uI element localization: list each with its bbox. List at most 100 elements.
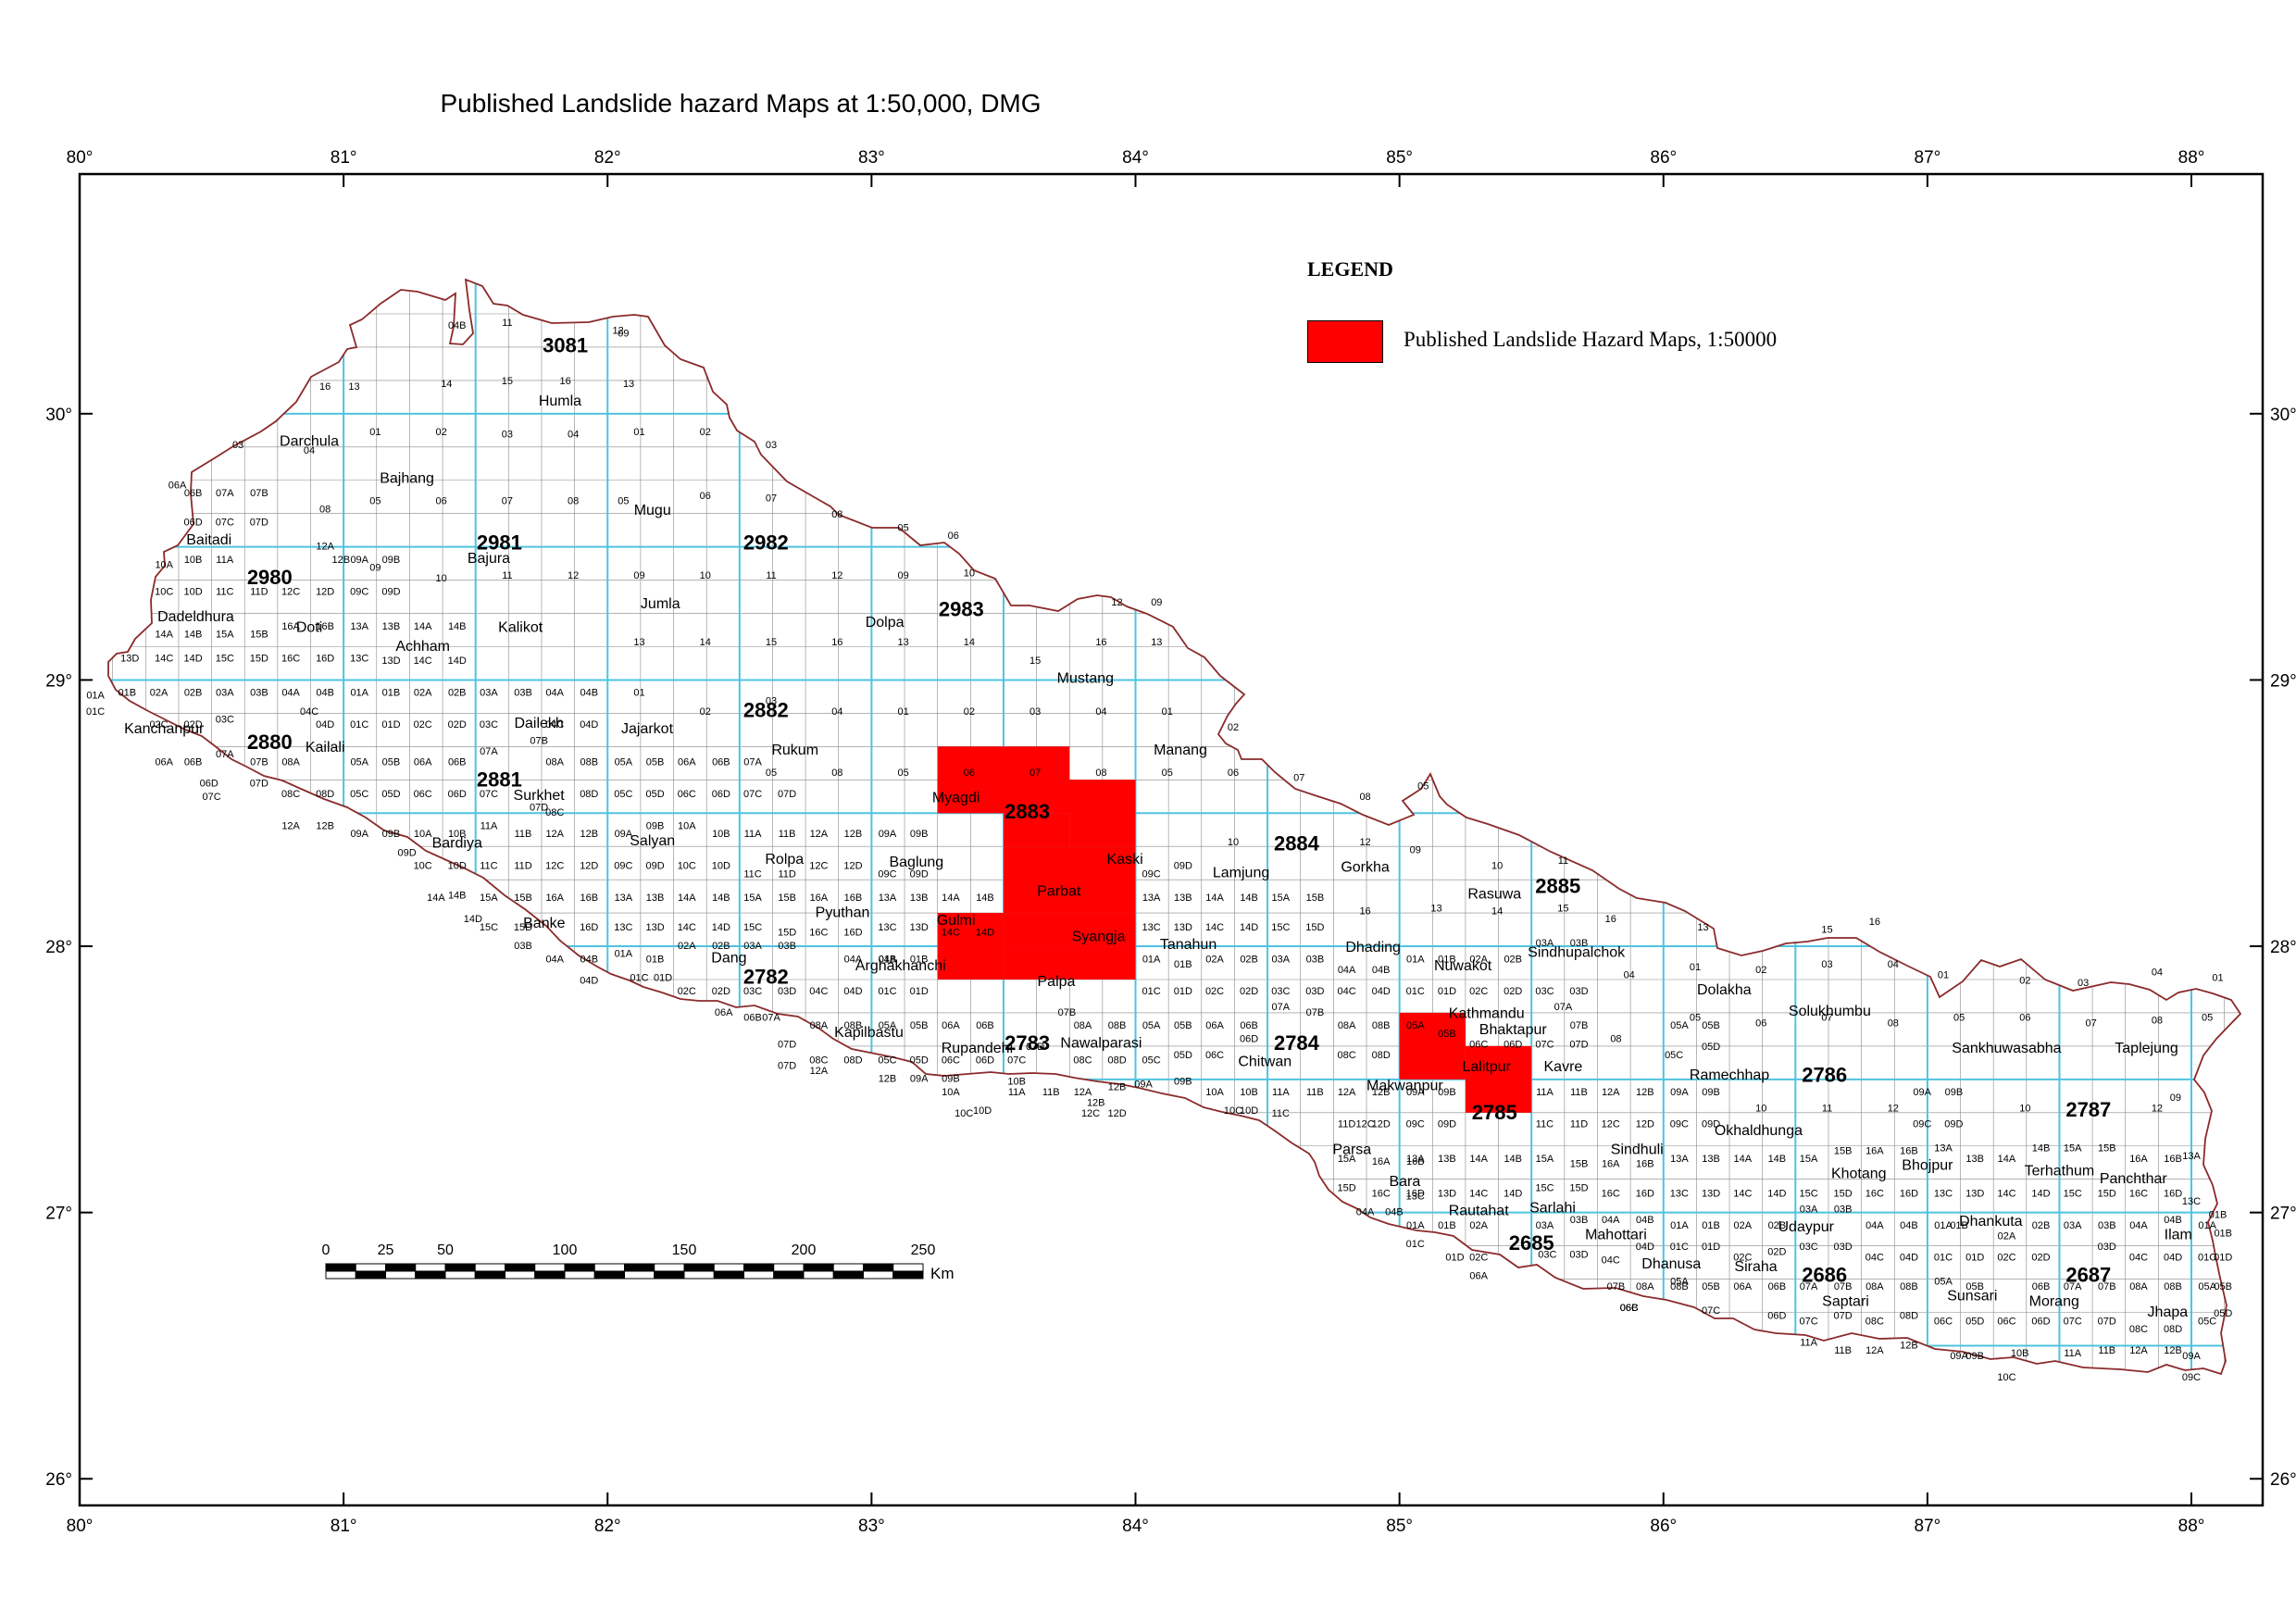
quarter-sheet-label: 09C — [350, 586, 368, 597]
district-label: Baglung — [889, 855, 943, 870]
quarter-sheet-label: 11 — [502, 570, 512, 581]
quarter-sheet-label: 03C — [1271, 986, 1290, 997]
quarter-sheet-label: 08D — [1900, 1311, 1918, 1322]
quarter-sheet-label: 06 — [2019, 1013, 2030, 1024]
scale-segment-bottom — [803, 1270, 834, 1280]
quarter-sheet-label: 11D — [250, 586, 268, 597]
quarter-sheet-label: 10 — [435, 573, 446, 584]
district-label: Lalitpur — [1462, 1059, 1511, 1075]
nepal-boundary — [107, 278, 2242, 1376]
quarter-sheet-label: 01C — [2198, 1252, 2216, 1263]
quarter-sheet-label: 15C — [1799, 1188, 1817, 1199]
quarter-sheet-label: 05 — [1162, 768, 1173, 779]
quarter-sheet-label: 13C — [1142, 922, 1161, 933]
scale-segment-bottom — [415, 1270, 446, 1280]
quarter-sheet-label: 16A — [1866, 1145, 1884, 1156]
quarter-sheet-label: 04B — [1372, 965, 1391, 976]
quarter-sheet-label: 16 — [560, 376, 571, 387]
quarter-sheet-label: 14D — [184, 653, 203, 664]
quarter-sheet-label: 12 — [568, 570, 579, 581]
sheet-number-label: 2980 — [247, 566, 293, 589]
quarter-sheet-label: 03A — [1536, 1220, 1554, 1231]
quarter-sheet-label: 04A — [545, 688, 564, 699]
quarter-sheet-label: 03B — [1834, 1205, 1853, 1216]
quarter-sheet-label: 08D — [1107, 1055, 1126, 1067]
quarter-sheet-label: 02D — [184, 719, 203, 730]
quarter-sheet-label: 11C — [216, 586, 233, 597]
quarter-sheet-label: 02C — [678, 986, 696, 997]
quarter-sheet-label: 08 — [831, 768, 842, 779]
quarter-sheet-label: 01C — [878, 986, 896, 997]
quarter-sheet-label: 01 — [369, 427, 381, 438]
scale-segment-bottom — [743, 1270, 775, 1280]
quarter-sheet-label: 03D — [1834, 1242, 1853, 1253]
quarter-sheet-label: 14A — [942, 893, 960, 904]
quarter-sheet-label: 04B — [580, 954, 599, 965]
quarter-sheet-label: 15A — [1800, 1154, 1818, 1165]
scale-segment-top — [444, 1263, 476, 1272]
scale-segment-bottom — [832, 1270, 864, 1280]
quarter-sheet-label: 12C — [545, 861, 564, 872]
quarter-sheet-label: 06C — [414, 789, 432, 800]
quarter-sheet-label: 14A — [1734, 1154, 1753, 1165]
quarter-sheet-label: 06A — [1469, 1271, 1488, 1282]
quarter-sheet-label: 13A — [2182, 1151, 2201, 1162]
quarter-sheet-label: 11A — [2064, 1348, 2081, 1359]
quarter-sheet-label: 12 — [1888, 1103, 1899, 1114]
quarter-sheet-label: 14B — [1504, 1154, 1522, 1165]
quarter-sheet-label: 13A — [615, 893, 633, 904]
quarter-sheet-label: 09D — [645, 861, 664, 872]
district-label: Rupandehi — [942, 1041, 1013, 1056]
quarter-sheet-label: 09A — [1950, 1351, 1968, 1362]
lat-label-left: 28° — [45, 938, 72, 957]
quarter-sheet-label: 06C — [942, 1055, 960, 1067]
legend-label: Published Landslide Hazard Maps, 1:50000 — [1404, 328, 1778, 351]
quarter-sheet-label: 02D — [448, 719, 467, 730]
quarter-sheet-label: 15 — [766, 637, 777, 648]
sheet-number-label: 2686 — [1802, 1263, 1847, 1286]
quarter-sheet-label: 05 — [1417, 780, 1429, 792]
quarter-sheet-label: 04A — [1602, 1215, 1620, 1226]
quarter-sheet-label: 04D — [1636, 1242, 1654, 1253]
quarter-sheet-label: 12A — [810, 829, 829, 840]
lat-label-right: 30° — [2270, 406, 2296, 425]
lon-label-top: 81° — [331, 148, 357, 168]
quarter-sheet-label: 07B — [530, 735, 548, 746]
quarter-sheet-label: 03B — [250, 688, 268, 699]
quarter-sheet-label: 06D — [200, 778, 218, 789]
quarter-sheet-label: 12C — [1355, 1119, 1374, 1130]
scale-segment-bottom — [385, 1270, 417, 1280]
sheet-number-label: 3081 — [543, 334, 588, 357]
quarter-sheet-label: 04B — [879, 954, 897, 965]
quarter-sheet-label: 06A — [715, 1007, 733, 1018]
sheet-number-label: 2782 — [743, 965, 789, 988]
quarter-sheet-label: 13C — [1934, 1188, 1953, 1199]
quarter-sheet-label: 09B — [646, 820, 665, 831]
lat-label-right: 27° — [2270, 1205, 2296, 1224]
quarter-sheet-label: 04 — [1624, 970, 1635, 981]
quarter-sheet-label: 08 — [1888, 1017, 1899, 1029]
quarter-sheet-label: 03 — [766, 695, 777, 706]
quarter-sheet-label: 05B — [2214, 1281, 2232, 1292]
district-label: Kanchanpur — [124, 721, 205, 737]
quarter-sheet-label: 16A — [2129, 1154, 2148, 1165]
quarter-sheet-label: 11C — [1272, 1108, 1290, 1119]
quarter-sheet-label: 16D — [1636, 1188, 1654, 1199]
quarter-sheet-label: 11B — [1570, 1087, 1588, 1098]
sheet-number-label: 2981 — [477, 531, 522, 555]
district-label: Parsa — [1332, 1142, 1371, 1157]
district-label: Dolpa — [866, 615, 905, 630]
quarter-sheet-label: 08C — [1866, 1316, 1884, 1327]
quarter-sheet-label: 02C — [1469, 986, 1488, 997]
quarter-sheet-label: 09 — [1410, 844, 1421, 855]
published-map-block — [1465, 1045, 1532, 1113]
quarter-sheet-label: 03D — [2098, 1242, 2116, 1253]
quarter-sheet-label: 07B — [1570, 1020, 1589, 1031]
lon-label-top: 88° — [2178, 148, 2205, 168]
quarter-sheet-label: 01C — [1670, 1242, 1689, 1253]
quarter-sheet-label: 02A — [150, 688, 168, 699]
quarter-sheet-label: 16D — [843, 928, 862, 939]
quarter-sheet-label: 16D — [316, 653, 334, 664]
quarter-sheet-label: 14B — [184, 629, 203, 640]
quarter-sheet-label: 14A — [1205, 893, 1224, 904]
